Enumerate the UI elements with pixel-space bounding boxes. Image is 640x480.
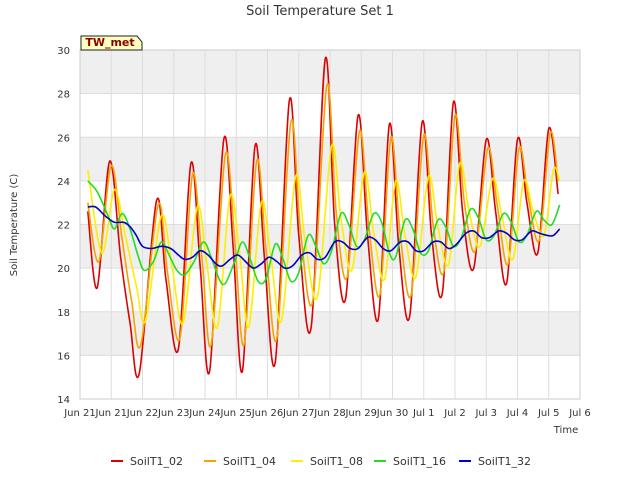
- y-tick-label: 16: [57, 351, 70, 362]
- x-tick-label: Jun 30: [376, 408, 409, 419]
- series-line-soilt1_04: [87, 82, 559, 349]
- x-tick-label: Jun 23: [157, 408, 190, 419]
- y-tick-label: 14: [57, 395, 70, 406]
- x-tick-label: Jun 22: [126, 408, 159, 419]
- y-tick-label: 30: [57, 46, 70, 57]
- y-tick-label: 24: [57, 177, 70, 188]
- x-tick-label: Jun 26: [251, 408, 284, 419]
- x-tick-label: Jun 24: [188, 408, 221, 419]
- series-line-soilt1_32: [87, 205, 561, 270]
- station-label: TW_met: [85, 36, 134, 49]
- station-label-box: TW_met: [80, 35, 143, 51]
- x-tick-label: Jun 21: [94, 408, 127, 419]
- y-axis-label: Soil Temperature (C): [9, 174, 20, 277]
- series-line-soilt1_16: [87, 180, 561, 286]
- legend-label: SoilT1_32: [478, 455, 531, 468]
- x-tick-label: Jul 4: [506, 408, 529, 419]
- legend-label: SoilT1_02: [130, 455, 183, 468]
- plot-border: [79, 49, 581, 400]
- y-axis-ticks: 14 16 18 20 22 24 26 28 30: [57, 46, 70, 406]
- y-tick-label: 28: [57, 90, 70, 101]
- x-tick-label: Jun 28: [313, 408, 346, 419]
- chart-title: Soil Temperature Set 1: [246, 4, 394, 19]
- x-tick-label: Jul 5: [537, 408, 560, 419]
- y-tick-label: 20: [57, 264, 70, 275]
- legend: SoilT1_02 SoilT1_04 SoilT1_08 SoilT1_16 Soil…: [111, 455, 531, 468]
- x-tick-label: Jul 1: [412, 408, 435, 419]
- legend-label: SoilT1_04: [223, 455, 276, 468]
- x-tick-label: Jun 27: [282, 408, 315, 419]
- x-tick-label: Jul 6: [568, 408, 591, 419]
- x-tick-label: Jul 3: [474, 408, 497, 419]
- legend-label: SoilT1_08: [310, 455, 363, 468]
- x-tick-label: Jul 2: [443, 408, 466, 419]
- x-axis-label: Time: [553, 425, 578, 436]
- x-tick-label: Jun 25: [219, 408, 252, 419]
- series-line-soilt1_02: [87, 56, 559, 379]
- x-tick-label: Jun 21: [63, 408, 96, 419]
- legend-label: SoilT1_16: [393, 455, 446, 468]
- y-tick-label: 26: [57, 133, 70, 144]
- x-axis-ticks: Jun 21 Jun 21 Jun 22 Jun 23 Jun 24 Jun 25 Jun …: [63, 408, 591, 419]
- y-tick-label: 18: [57, 308, 70, 319]
- x-tick-label: Jun 29: [344, 408, 377, 419]
- y-tick-label: 22: [57, 221, 70, 232]
- series-lines: [87, 56, 561, 379]
- series-line-soilt1_08: [87, 143, 561, 330]
